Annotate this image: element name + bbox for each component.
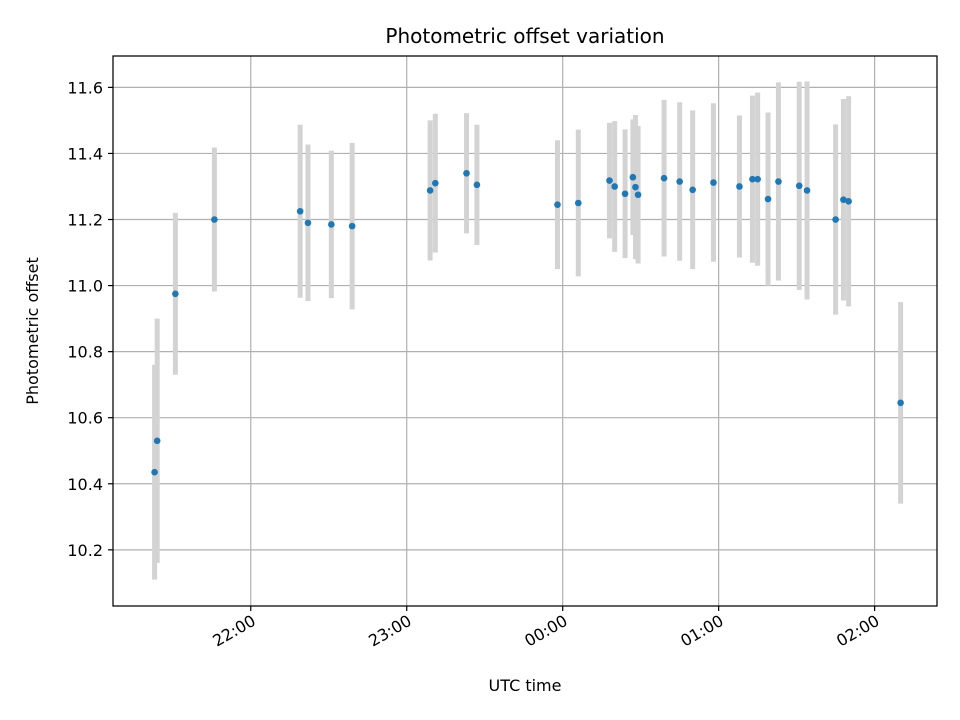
data-point: [845, 198, 852, 205]
data-point: [676, 178, 683, 185]
data-point: [749, 175, 756, 183]
x-axis-label: UTC time: [489, 676, 562, 695]
data-point: [296, 207, 304, 215]
data-point: [426, 187, 434, 194]
y-tick-label: 10.2: [67, 541, 103, 560]
y-tick-label: 11.0: [67, 277, 103, 296]
data-point: [151, 468, 158, 476]
data-point: [153, 437, 161, 445]
data-point: [775, 178, 782, 185]
marker-layer: [151, 169, 904, 476]
grid-layer: [113, 56, 937, 606]
data-point: [897, 399, 904, 407]
y-tick-label: 10.6: [67, 409, 103, 428]
data-point: [689, 186, 696, 194]
y-axis-label: Photometric offset: [23, 257, 42, 405]
data-point: [634, 191, 642, 199]
data-point: [574, 199, 582, 207]
data-point: [632, 183, 639, 191]
data-point: [621, 190, 629, 198]
data-point: [710, 179, 717, 186]
y-tick-label: 11.2: [67, 211, 103, 230]
data-point: [304, 219, 312, 227]
data-point: [736, 183, 743, 190]
data-point: [211, 216, 218, 223]
data-point: [611, 183, 618, 190]
y-tick-label: 10.8: [67, 343, 103, 362]
data-point: [328, 221, 335, 228]
chart-title: Photometric offset variation: [385, 24, 664, 48]
data-point: [172, 290, 179, 298]
plot-frame: [112, 55, 938, 607]
data-point: [840, 196, 847, 203]
data-point: [473, 181, 481, 189]
data-point: [764, 195, 772, 203]
data-point: [803, 187, 811, 194]
data-point: [432, 179, 439, 187]
data-point: [660, 174, 668, 182]
data-point: [832, 216, 839, 223]
data-point: [463, 169, 470, 177]
y-tick-label: 10.4: [67, 475, 103, 494]
data-point: [348, 222, 356, 230]
y-tick-label: 11.4: [67, 144, 103, 163]
data-point: [795, 182, 803, 190]
y-tick-label: 11.6: [67, 78, 103, 97]
data-point: [606, 177, 613, 184]
data-point: [754, 175, 761, 183]
data-point: [629, 173, 637, 181]
data-point: [554, 201, 561, 208]
